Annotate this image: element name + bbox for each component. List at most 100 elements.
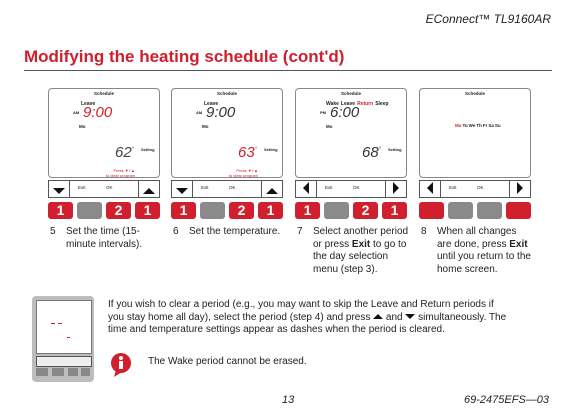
- period: Return: [357, 101, 374, 107]
- soft-key-label: Exit: [325, 185, 333, 190]
- key: [448, 202, 473, 219]
- bold-text: Exit: [351, 238, 371, 250]
- thumbnail: [32, 296, 94, 382]
- info-icon: [111, 353, 131, 377]
- bold-text: Exit: [509, 238, 528, 250]
- time: 9:00: [83, 104, 113, 121]
- arrow-button: [261, 180, 283, 198]
- temperature-unit: °: [131, 147, 135, 153]
- setting-label: Setting: [264, 147, 278, 152]
- time: 9:00: [206, 104, 236, 121]
- soft-key-bar: [441, 180, 509, 198]
- soft-key-label: OK: [229, 185, 236, 190]
- screen-label: Schedule: [216, 91, 237, 96]
- key: [77, 202, 102, 219]
- screen-label: Schedule: [340, 91, 361, 96]
- text: and: [383, 311, 406, 323]
- arrow-button: [171, 180, 193, 198]
- thumbnail-screen: [36, 300, 92, 354]
- day: Su: [494, 123, 501, 128]
- key: 1: [382, 202, 407, 219]
- doc-number: 69-2475EFS—03: [464, 394, 549, 406]
- text: If you wish to clear a period (e.g., you…: [108, 299, 494, 323]
- key: [419, 202, 444, 219]
- time: 6:00: [330, 104, 360, 121]
- am-pm: AM: [73, 110, 80, 115]
- arrow: [517, 182, 523, 194]
- temperature-value: 63: [238, 144, 255, 161]
- temperature-value: 62: [115, 144, 132, 161]
- arrow: [266, 188, 278, 194]
- setting-label: Setting: [388, 147, 402, 152]
- period: Sleep: [375, 101, 389, 107]
- text: When all changes are done, press: [437, 226, 517, 250]
- soft-key-label: OK: [106, 185, 113, 190]
- text: Set the time (15-minute intervals).: [66, 226, 143, 250]
- text: Select another period or press: [313, 226, 409, 250]
- arrow: [393, 182, 399, 194]
- soft-key-bar: [317, 180, 385, 198]
- soft-key-bar: [70, 180, 138, 198]
- day: Mo: [79, 124, 86, 129]
- period: Leave: [81, 101, 96, 107]
- day: Mo: [202, 124, 209, 129]
- clear-hint: to clear program: [228, 173, 258, 178]
- arrow-button: [138, 180, 160, 198]
- thermostat-panel: Schedule Leave AM 9:00 Mo 63° Setting Press ▼+▲…: [171, 88, 283, 223]
- am-pm: PM: [320, 110, 326, 115]
- step-text: Set the time (15-minute intervals).: [66, 226, 162, 251]
- key: 2: [106, 202, 131, 219]
- day: Sa: [488, 123, 494, 128]
- text: simultaneously. The time and temperature…: [108, 311, 507, 336]
- day: Mo: [455, 123, 462, 128]
- text: to go to the day selection menu (step 3)…: [313, 238, 407, 275]
- soft-key-label: Exit: [78, 185, 86, 190]
- arrow: [143, 188, 155, 194]
- key: [200, 202, 225, 219]
- period: Wake: [326, 101, 339, 107]
- arrow: [427, 182, 433, 194]
- arrow-button: [295, 180, 317, 198]
- screen-label: Schedule: [93, 91, 114, 96]
- key: 1: [48, 202, 73, 219]
- title-rule: [24, 70, 552, 71]
- step-number: 8: [421, 226, 427, 237]
- soft-key-bar: [193, 180, 261, 198]
- arrow-icon: [405, 314, 416, 320]
- arrow-button: [385, 180, 407, 198]
- page-number: 13: [282, 394, 295, 406]
- day: Tu: [462, 123, 468, 128]
- am-pm: AM: [196, 110, 203, 115]
- clear-hint: Press ▼+▲: [113, 168, 135, 173]
- key: [506, 202, 531, 219]
- arrow: [303, 182, 309, 194]
- screen: Schedule Wake Leave Return Sleep PM 6:00 Mo 68° S…: [295, 88, 407, 178]
- day: We: [468, 123, 476, 128]
- soft-key-label: OK: [477, 185, 484, 190]
- step-number: 5: [50, 226, 56, 237]
- arrow-button: [419, 180, 441, 198]
- key: 1: [135, 202, 160, 219]
- step-number: 6: [173, 226, 179, 237]
- step-number: 7: [297, 226, 303, 237]
- temperature-unit: °: [254, 147, 258, 153]
- day-row: MoTuWeThFrSaSu: [455, 123, 502, 128]
- period-row: Leave: [204, 101, 220, 107]
- temperature: 68°: [362, 144, 381, 161]
- arrow-button: [509, 180, 531, 198]
- step-text: When all changes are done, press Exit un…: [437, 226, 533, 276]
- product-name: EConnect™ TL9160AR: [425, 12, 551, 26]
- clear-hint: Press ▼+▲: [236, 168, 258, 173]
- screen-label: Schedule: [464, 91, 485, 96]
- key: 2: [229, 202, 254, 219]
- step-text: Set the temperature.: [189, 226, 285, 239]
- temperature: 62°: [115, 144, 134, 161]
- screen: Schedule Leave AM 9:00 Mo 63° Setting Press ▼+▲…: [171, 88, 283, 178]
- temperature: 63°: [238, 144, 257, 161]
- day: Fr: [482, 123, 488, 128]
- text: until you return to the home screen.: [437, 251, 531, 275]
- key: 1: [258, 202, 283, 219]
- text: Set the temperature.: [189, 226, 281, 237]
- arrow: [176, 188, 188, 194]
- key: 2: [353, 202, 378, 219]
